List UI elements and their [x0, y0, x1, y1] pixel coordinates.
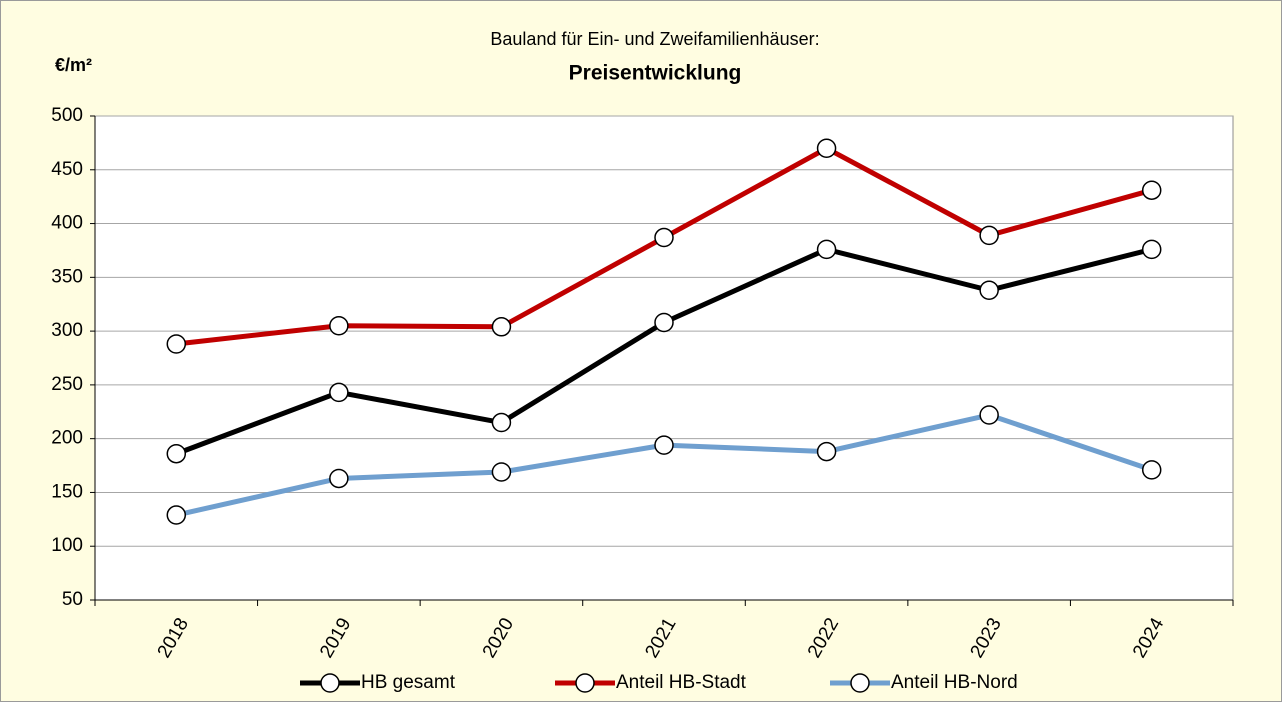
data-point — [1141, 460, 1162, 480]
legend-marker — [850, 673, 870, 693]
data-point — [979, 225, 999, 246]
legend-marker — [575, 673, 595, 693]
data-point — [1141, 239, 1162, 260]
y-tick-label: 400 — [51, 213, 83, 234]
legend-label: Anteil HB-Nord — [891, 672, 1018, 693]
data-point — [491, 317, 512, 337]
y-tick-label: 500 — [51, 105, 83, 126]
y-tick-label: 300 — [51, 320, 83, 341]
data-point — [816, 239, 837, 260]
data-point — [816, 441, 837, 462]
data-point — [329, 315, 349, 336]
y-tick-label: 450 — [51, 159, 83, 180]
data-point — [166, 443, 187, 464]
data-point — [979, 280, 999, 300]
data-point — [1141, 180, 1162, 200]
y-tick-label: 100 — [51, 535, 83, 556]
y-axis-label: €/m² — [55, 55, 92, 75]
legend-label: Anteil HB-Stadt — [616, 672, 747, 693]
y-tick-label: 200 — [51, 428, 83, 449]
data-point — [654, 312, 674, 333]
chart-title: Preisentwicklung — [569, 62, 742, 85]
data-point — [816, 138, 837, 159]
data-point — [491, 462, 512, 482]
y-tick-label: 150 — [51, 481, 83, 502]
data-point — [654, 435, 674, 455]
plot-area — [94, 115, 1234, 601]
data-point — [166, 505, 187, 525]
y-tick-label: 350 — [51, 266, 83, 287]
data-point — [166, 334, 187, 354]
data-point — [654, 227, 674, 248]
y-tick-label: 50 — [62, 589, 83, 610]
data-point — [979, 405, 999, 425]
chart-subtitle: Bauland für Ein- und Zweifamilienhäuser: — [490, 29, 819, 49]
legend-label: HB gesamt — [361, 672, 456, 693]
legend-marker — [320, 673, 340, 693]
data-point — [329, 468, 349, 489]
data-point — [329, 382, 349, 403]
y-tick-label: 250 — [51, 374, 83, 395]
data-point — [491, 412, 512, 433]
